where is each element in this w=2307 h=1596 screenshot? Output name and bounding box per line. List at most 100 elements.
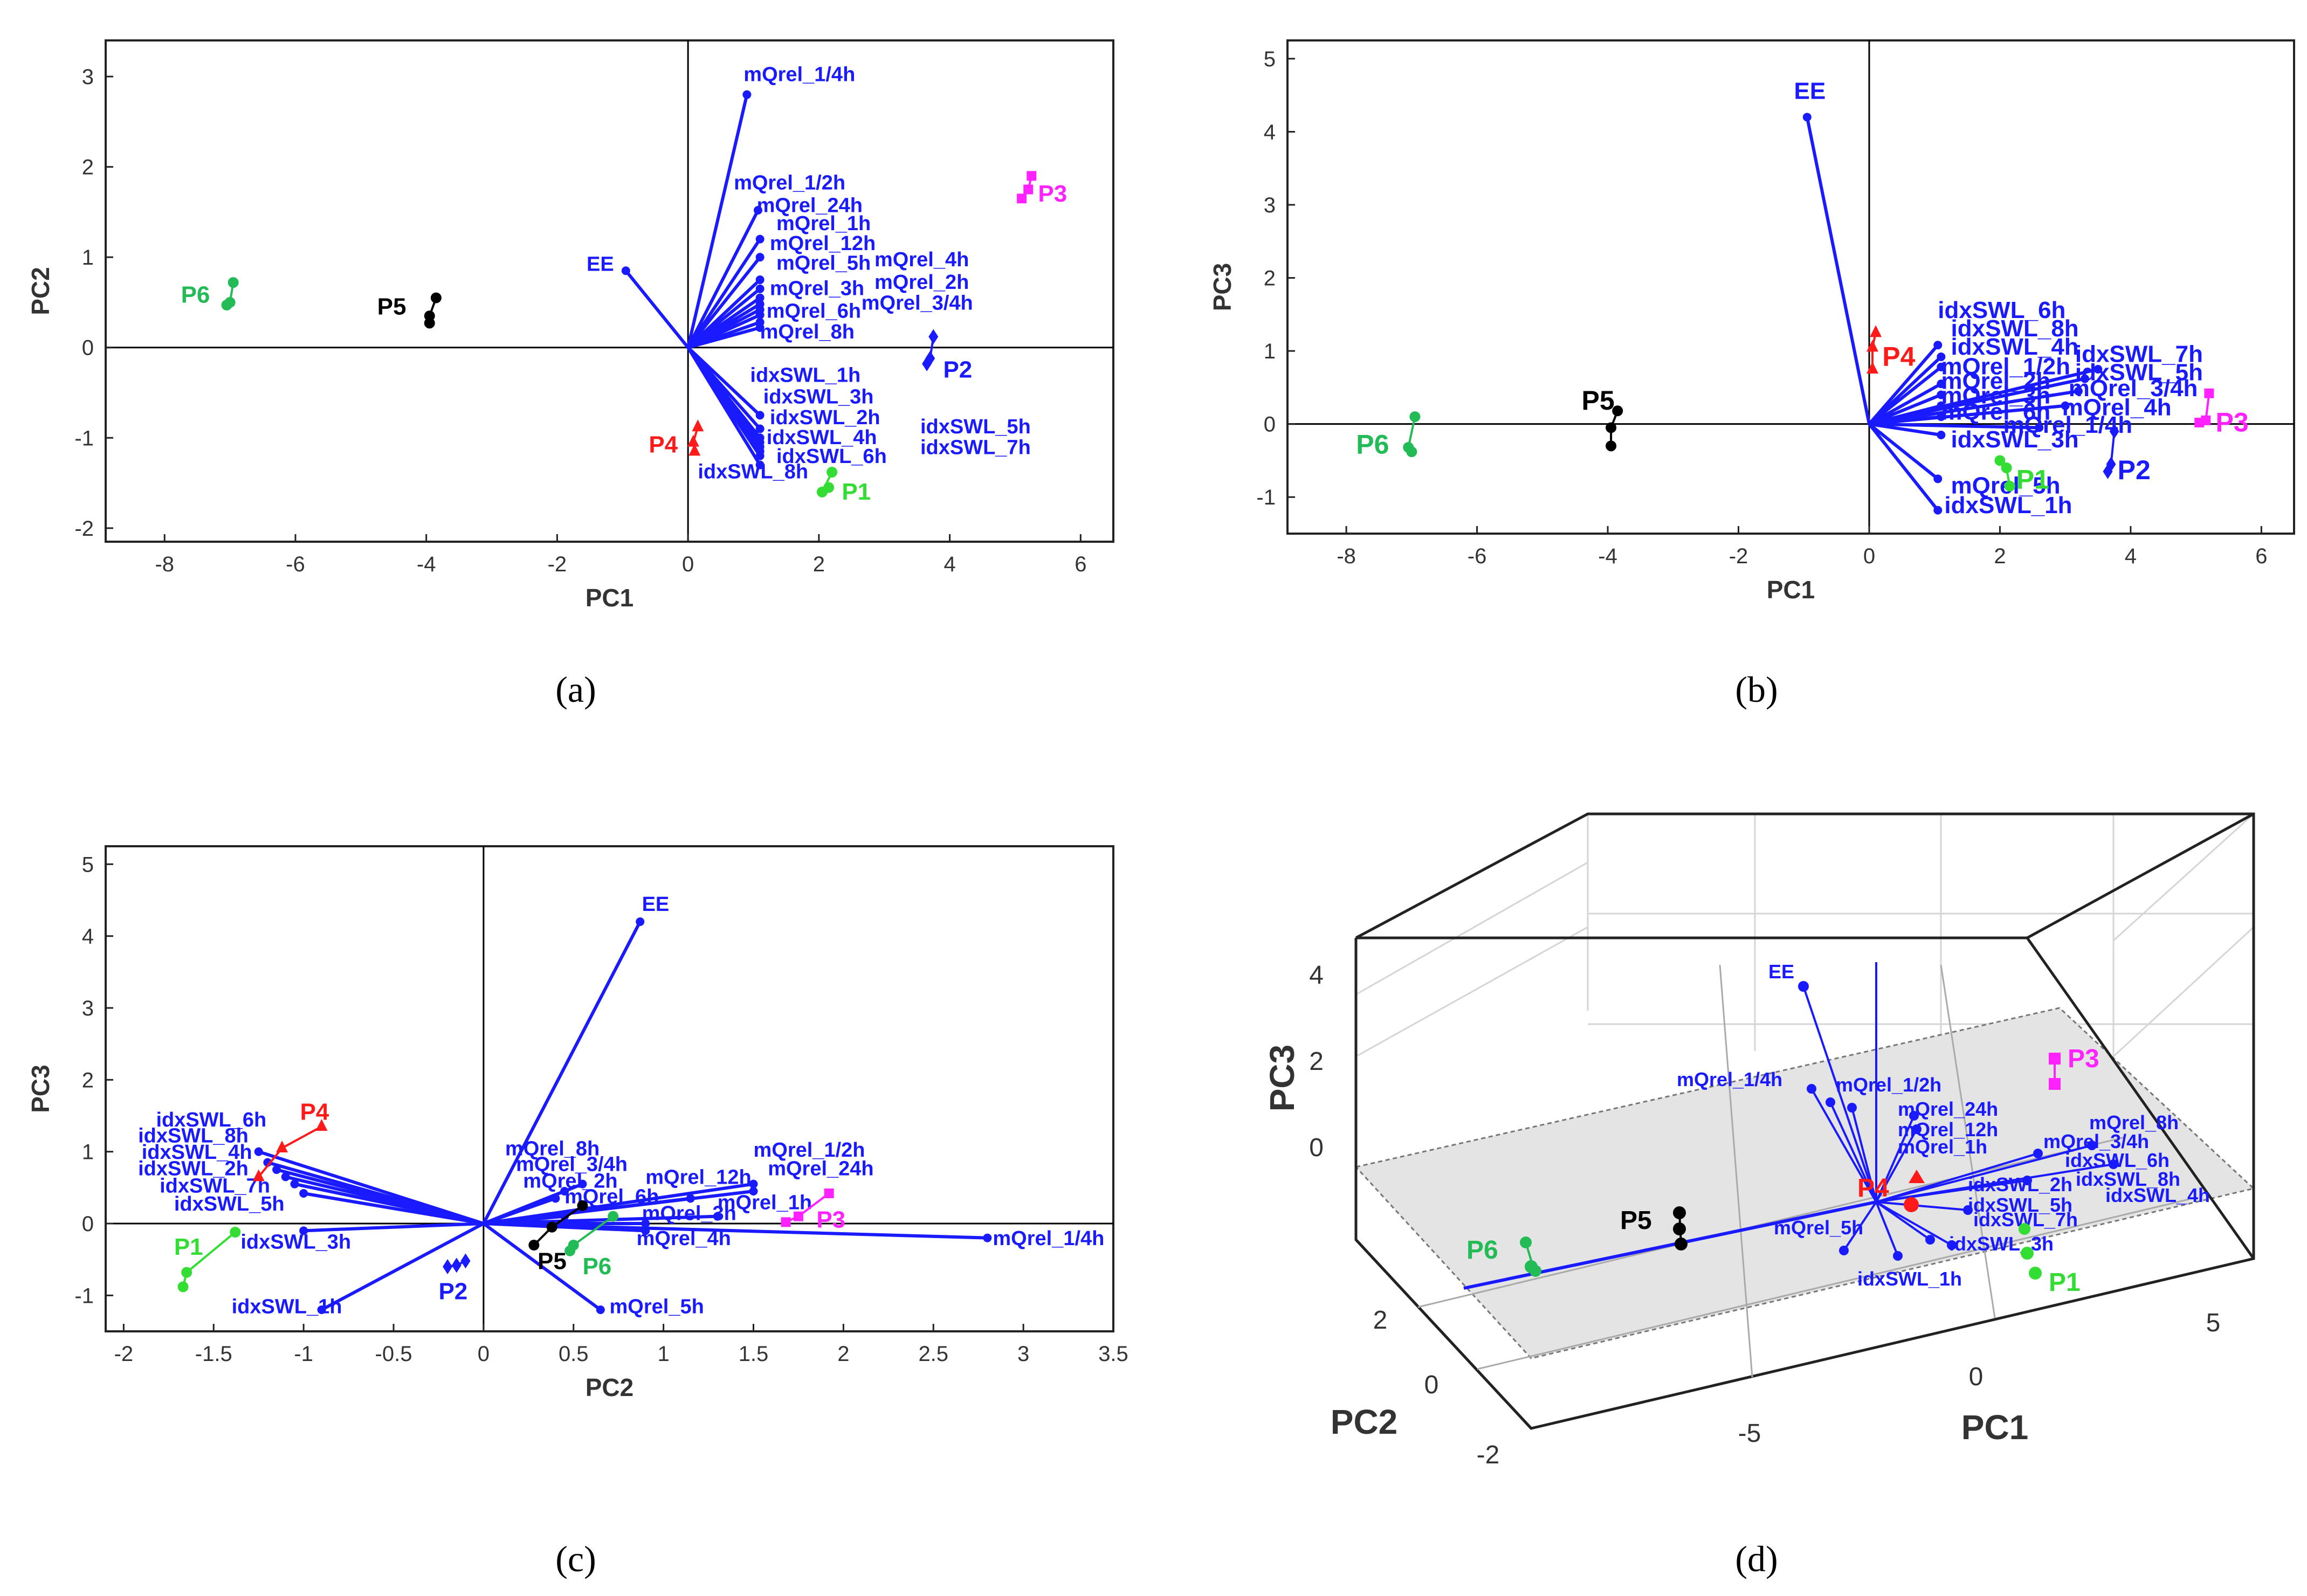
panel-d-vector	[1829, 1102, 1877, 1203]
loading-vector	[686, 209, 760, 349]
caption-a: (a)	[555, 669, 596, 710]
y-tick-label: 2	[82, 156, 94, 179]
y-axis-title: PC3	[1208, 263, 1236, 311]
vector-label: idxSWL_3h	[1951, 426, 2079, 453]
point-p3	[1027, 171, 1037, 181]
vector-label: mQrel_2h	[1941, 368, 2050, 395]
loading-vector-end	[596, 1305, 605, 1314]
loading-vector-end	[755, 424, 765, 433]
loading-vector-end	[281, 1172, 290, 1182]
group-p2: P2	[438, 1253, 471, 1305]
point-p2	[2109, 424, 2119, 439]
panel-d-label: idxSWL_1h	[1857, 1268, 1962, 1290]
x-tick-label: 1.5	[739, 1342, 769, 1366]
x-tick-label: 2.5	[918, 1342, 948, 1366]
panel-d-group-p6: P6	[1466, 1236, 1541, 1277]
loading-vector-end	[1937, 390, 1946, 399]
group-p1: P1	[1994, 455, 2049, 494]
pc3-tick: 4	[1309, 961, 1324, 990]
panel-d-label-ee: EE	[1768, 961, 1794, 983]
loading-vector-end	[755, 310, 765, 320]
y-tick-label: 1	[82, 1141, 94, 1164]
panel-d-label-p6: P6	[1466, 1236, 1498, 1265]
panel-d-label: mQrel_3/4h	[2043, 1130, 2149, 1152]
loading-vector-end	[2093, 365, 2103, 374]
loading-vector	[1805, 116, 1871, 425]
loading-vector-end	[749, 1187, 758, 1196]
loading-vector-end	[560, 1187, 569, 1196]
point-p5	[528, 1240, 540, 1250]
panel-d-vector	[1875, 1201, 1899, 1256]
point-p1	[181, 1267, 192, 1278]
caption-d: (d)	[1735, 1538, 1778, 1579]
x-axis-title: PC2	[586, 1373, 633, 1401]
panel-d-label-p1: P1	[2049, 1268, 2081, 1297]
point-p1	[177, 1281, 189, 1293]
y-axis-title: PC3	[26, 1065, 54, 1113]
x-tick-label: 6	[2255, 544, 2267, 568]
group-label-p4: P4	[649, 432, 678, 458]
panel-d-label-p5: P5	[1620, 1206, 1652, 1235]
y-tick-label: -1	[1256, 486, 1276, 509]
x-tick-label: 3.5	[1098, 1342, 1128, 1366]
vector-label: mQrel_3h	[1941, 383, 2050, 409]
panel-d-label-p4: P4	[1857, 1174, 1889, 1203]
pc2-tick: -2	[1477, 1441, 1500, 1469]
panel-d-vector	[1875, 1129, 1918, 1203]
group-p1: P1	[816, 466, 871, 505]
vector-label: mQrel_1/2h	[1941, 353, 2070, 379]
point-p6	[228, 277, 239, 288]
group-p2: P2	[2103, 424, 2151, 485]
x-tick-label: -2	[548, 552, 567, 576]
group-label-p5: P5	[377, 293, 407, 320]
vector-label: idxSWL_3h	[763, 386, 874, 409]
x-tick-label: 4	[2125, 544, 2137, 568]
panel-d-group-p3: P3	[2049, 1045, 2099, 1090]
y-tick-label: 2	[82, 1068, 94, 1092]
vector-label: idxSWL_6h	[156, 1109, 266, 1131]
vector-label: mQrel_6h	[767, 300, 861, 322]
y-tick-label: -1	[74, 426, 94, 450]
y-tick-label: 0	[82, 1212, 94, 1236]
point-p5	[1606, 440, 1617, 452]
point-p4	[276, 1141, 288, 1152]
loading-vector-end	[641, 1219, 650, 1228]
group-p3: P3	[1017, 171, 1067, 207]
loading-vector-end	[755, 451, 765, 460]
panel-d-xlabel: PC1	[1961, 1408, 2029, 1447]
loading-vector	[483, 1222, 602, 1311]
pc2-tick: 2	[1373, 1306, 1388, 1335]
loading-vector	[1868, 382, 1942, 426]
loading-vector	[1868, 423, 1939, 512]
panel-d-vector	[1875, 1201, 1931, 1241]
pc1-tick: 5	[2206, 1309, 2221, 1337]
group-label-p4: P4	[300, 1098, 329, 1125]
loading-vector-end	[299, 1226, 308, 1235]
point-p4	[315, 1119, 328, 1131]
panel-d-zlabel: PC3	[1263, 1045, 1301, 1112]
vector-label: idxSWL_6h	[776, 445, 887, 468]
vector-label: mQrel_4h	[637, 1227, 731, 1250]
vector-label: mQrel_3/4h	[2069, 375, 2198, 402]
point-p5	[1612, 405, 1623, 417]
vector-label: mQrel_3h	[770, 278, 864, 300]
point-p2	[928, 329, 939, 344]
loading-vector-end	[755, 253, 765, 262]
y-tick-label: 0	[1264, 413, 1276, 437]
vector-label: mQrel_6h	[1941, 399, 2050, 425]
group-label-p1: P1	[174, 1234, 203, 1260]
loading-vector-end	[755, 234, 765, 244]
x-tick-label: 0.5	[559, 1342, 589, 1366]
panel-d-ticks: 4 2 0 2 0 -2 -5 0 5	[1309, 961, 2220, 1469]
plot-frame	[1286, 39, 2295, 535]
vector-label: idxSWL_6h	[1938, 297, 2065, 323]
point-p2	[451, 1258, 462, 1273]
loading-vector-end	[742, 90, 752, 99]
x-tick-label: -1	[294, 1342, 313, 1366]
group-p2: P2	[922, 329, 972, 383]
point-p1	[230, 1227, 241, 1238]
point-p4	[688, 444, 701, 456]
panel-d-vector-ee	[1802, 986, 1877, 1203]
loading-vector	[1868, 423, 1939, 480]
panel-d-label-p3: P3	[2068, 1045, 2099, 1073]
